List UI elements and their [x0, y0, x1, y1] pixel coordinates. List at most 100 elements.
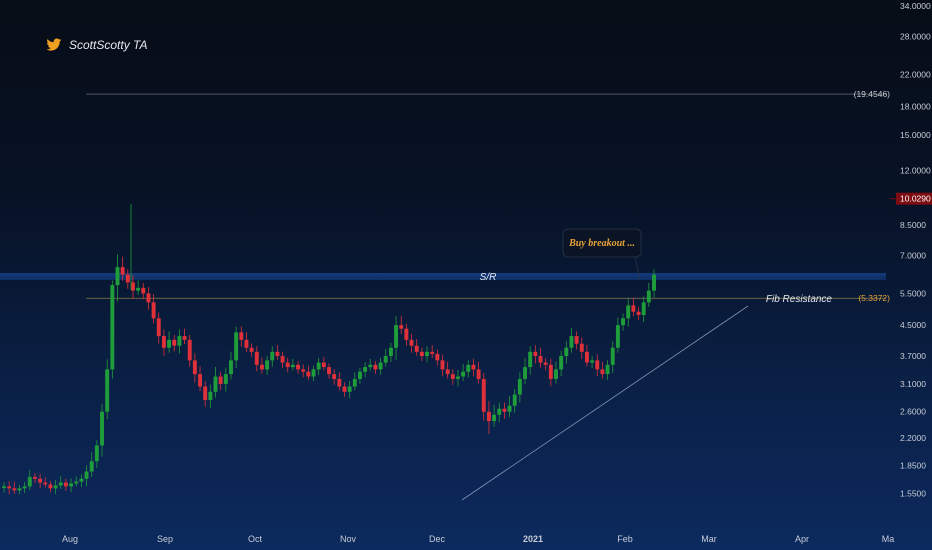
- price-tick-label: 1.5500: [900, 488, 926, 498]
- candle-body: [192, 360, 197, 375]
- candle-body: [512, 394, 517, 406]
- price-tick-label: 28.0000: [900, 32, 931, 42]
- candle: [94, 440, 99, 468]
- annotations: S/R Fib Resistance Buy breakout ...: [480, 228, 833, 305]
- candle-body: [94, 445, 99, 462]
- candle-body: [399, 325, 404, 329]
- candle: [177, 329, 182, 354]
- callout-text: Buy breakout ...: [568, 238, 635, 249]
- candle: [280, 351, 285, 368]
- candle-body: [373, 364, 378, 370]
- callout-box: [562, 228, 642, 258]
- candle-body: [296, 364, 301, 370]
- last-price-value: 10.0290: [900, 194, 931, 204]
- candle: [316, 357, 321, 375]
- candle: [600, 361, 605, 379]
- candle-body: [631, 305, 636, 312]
- fib-resistance-label: Fib Resistance: [766, 294, 833, 305]
- price-tick-label: 3.7000: [900, 351, 926, 361]
- candle: [7, 481, 12, 495]
- candle-body: [621, 318, 626, 326]
- candle: [32, 473, 37, 484]
- candle: [110, 280, 115, 379]
- candle: [74, 476, 79, 487]
- candle: [502, 402, 507, 419]
- candle: [63, 478, 68, 492]
- candle: [311, 365, 316, 382]
- candle: [208, 384, 213, 409]
- candle-body: [69, 483, 74, 487]
- candle: [440, 354, 445, 377]
- candle-body: [605, 364, 610, 375]
- candle-body: [342, 386, 347, 392]
- candle: [167, 331, 172, 353]
- candle-body: [285, 362, 290, 368]
- candle: [342, 382, 347, 397]
- candle: [223, 367, 228, 392]
- candle: [270, 346, 275, 367]
- candle: [84, 465, 89, 487]
- candle-body: [48, 484, 53, 489]
- candle: [131, 275, 135, 299]
- candle-body: [502, 408, 507, 412]
- candle-body: [321, 362, 326, 368]
- candle: [579, 337, 584, 360]
- candle: [27, 469, 32, 491]
- candle: [430, 345, 435, 358]
- price-tick-label: 34.0000: [900, 1, 931, 11]
- price-tick-label: 2.6000: [900, 407, 926, 417]
- candle: [234, 326, 239, 369]
- candle: [435, 349, 440, 366]
- candle-body: [492, 414, 497, 422]
- candle: [306, 365, 311, 381]
- candle-body: [646, 290, 651, 303]
- candle-body: [590, 360, 595, 363]
- candle: [327, 363, 331, 379]
- candle-body: [74, 481, 79, 484]
- candle-body: [17, 488, 22, 491]
- candle-body: [471, 364, 476, 370]
- candle-body: [115, 267, 120, 286]
- candle-body: [652, 274, 656, 291]
- price-levels: (19.4546) (5.3372): [0, 89, 890, 501]
- candle: [254, 346, 259, 372]
- ascending-trendline: [461, 305, 749, 501]
- candle-body: [466, 364, 471, 372]
- bird-icon: [46, 38, 62, 51]
- time-axis[interactable]: Aug Sep Oct Nov Dec 2021 Feb Mar Apr Ma: [62, 534, 894, 544]
- candle: [419, 347, 424, 362]
- candle-body: [105, 369, 110, 412]
- callout-pointer: [634, 256, 641, 280]
- candle-body: [327, 367, 331, 375]
- candle: [244, 332, 249, 353]
- candle: [213, 367, 218, 398]
- candle: [631, 297, 636, 317]
- candle: [239, 326, 244, 347]
- candle-body: [440, 360, 445, 370]
- time-tick-label: Oct: [248, 534, 263, 544]
- candle-body: [290, 364, 295, 368]
- candle-body: [584, 351, 589, 363]
- candle-body: [167, 339, 172, 348]
- candle: [100, 403, 104, 457]
- candle: [626, 298, 631, 327]
- candle: [192, 353, 197, 383]
- candle-body: [574, 336, 579, 344]
- candle: [48, 481, 53, 493]
- candle-body: [579, 343, 584, 352]
- time-tick-label: Apr: [795, 534, 809, 544]
- price-axis[interactable]: 34.0000 28.0000 22.0000 18.0000 15.0000 12.00…: [890, 1, 932, 498]
- sr-label: S/R: [480, 272, 497, 283]
- candle: [543, 357, 548, 371]
- candle: [79, 474, 84, 487]
- candle: [58, 476, 63, 489]
- candle: [259, 357, 264, 374]
- candle: [538, 347, 543, 368]
- candle-body: [2, 486, 6, 488]
- candle-body: [22, 486, 27, 489]
- candle: [321, 356, 326, 371]
- candle: [461, 364, 466, 381]
- candle-body: [641, 302, 646, 315]
- candle-body: [548, 364, 553, 379]
- time-tick-label: Mar: [701, 534, 717, 544]
